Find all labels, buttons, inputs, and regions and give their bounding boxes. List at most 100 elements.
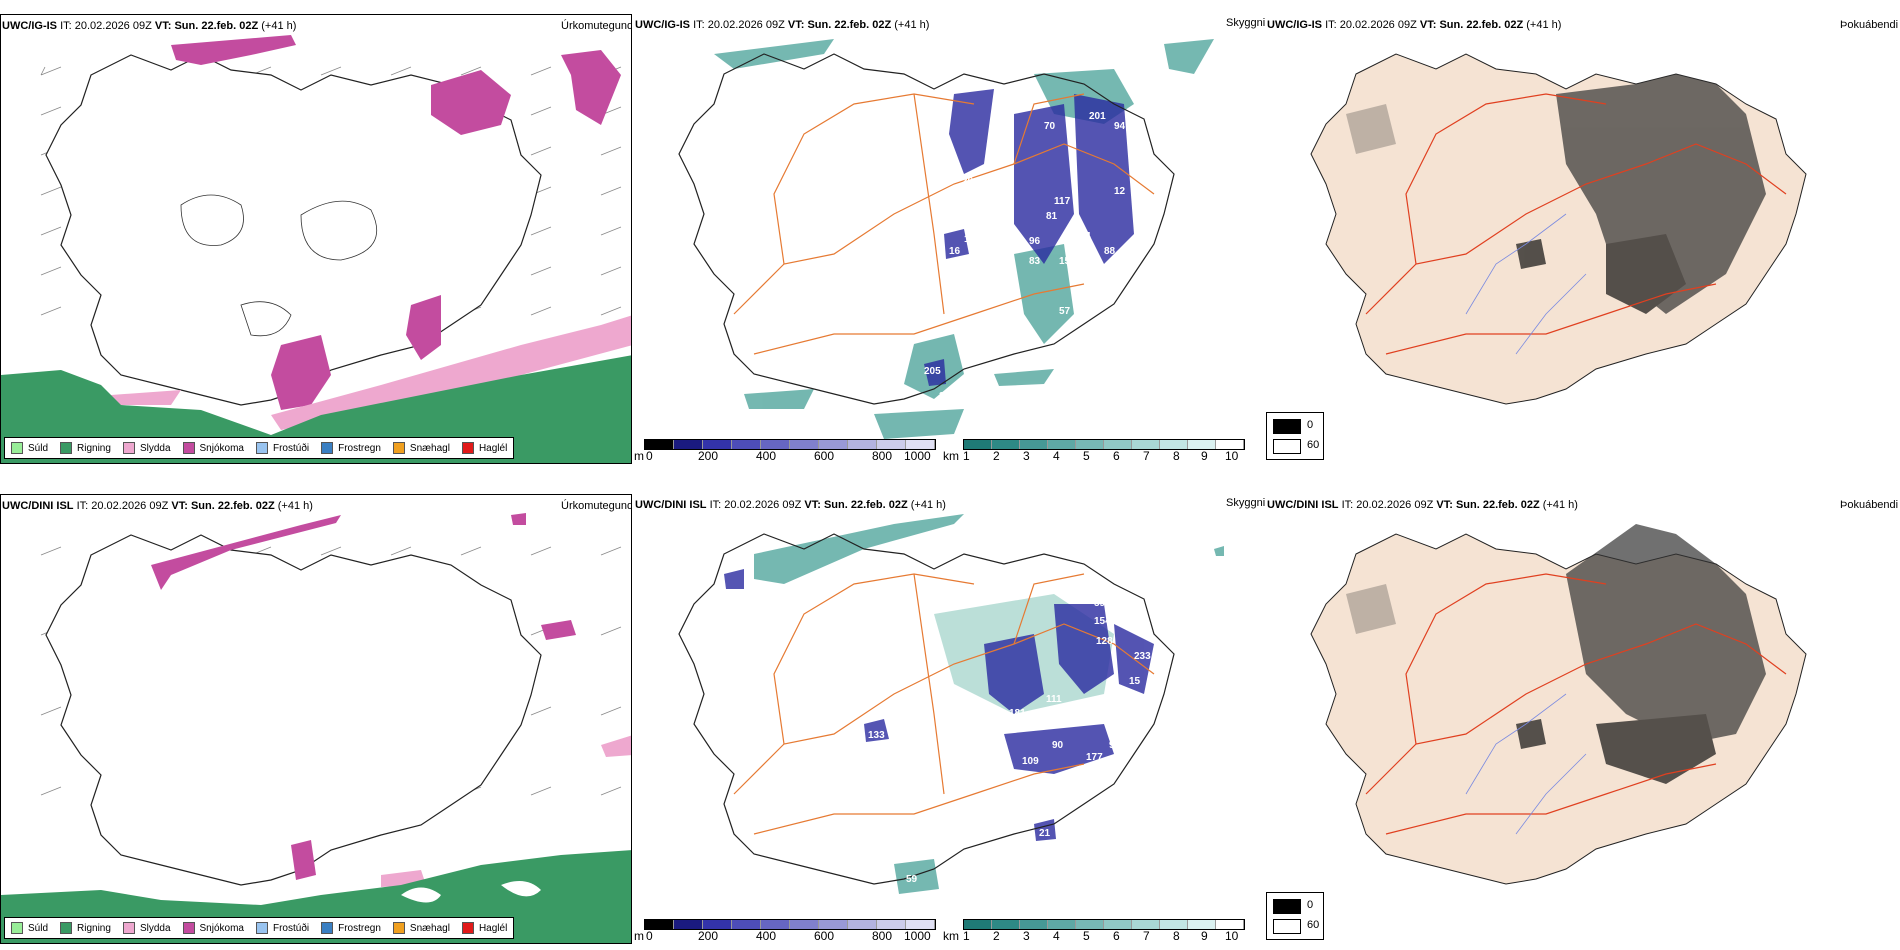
vis-label: 83: [1029, 256, 1041, 267]
legend-item: Slydda: [122, 442, 171, 454]
legend-swatch: [60, 922, 73, 934]
iceland-coastline: [45, 534, 542, 886]
fog-index-panel-dini: UWC/DINI ISL IT: 20.02.2026 09Z VT: Sun.…: [1266, 494, 1900, 944]
rivers: [1465, 213, 1587, 355]
fog-legend: 0 60: [1266, 892, 1324, 940]
legend-item: Súld: [11, 442, 48, 454]
visibility-colorbar: km 1 2 3 4 5 6 7 8 9 10: [943, 917, 1245, 943]
precip-map-ig: [1, 35, 631, 463]
fog-map-dini: [1310, 524, 1807, 885]
vis-label: 181: [1009, 708, 1026, 719]
vis-label: 224: [1074, 231, 1091, 242]
legend-swatch: [461, 442, 474, 454]
precip-map-dini: [1, 513, 631, 943]
legend-swatch: [321, 442, 334, 454]
legend-item: Frostúði: [255, 922, 309, 934]
vis-label: 150: [1059, 256, 1076, 267]
panel-title-fog: Þokuábendi: [1840, 499, 1899, 511]
legend-item: Haglél: [461, 922, 507, 934]
iceland-coastline: [678, 53, 1175, 405]
panel-title-precip: Úrkomutegund: [561, 20, 632, 32]
vis-label: 233: [1134, 651, 1151, 662]
vis-label: 205: [924, 366, 941, 377]
panel-header: UWC/IG-IS IT: 20.02.2026 09Z VT: Sun. 22…: [1267, 19, 1562, 31]
vis-label: 93: [1109, 740, 1121, 751]
visibility-colorbar: km 1 2 3 4 5 6 7 8 9 10: [943, 437, 1245, 463]
legend-item: Snjókoma: [182, 442, 244, 454]
cloudbase-colorbar: m 0 200 400 600 800 1000: [634, 437, 936, 463]
vis-label: 16: [949, 246, 961, 257]
panel-title-fog: Þokuábendi: [1840, 19, 1899, 31]
panel-header: UWC/IG-IS IT: 20.02.2026 09Z VT: Sun. 22…: [635, 19, 930, 31]
panel-title-visibility: Skyggni: [1226, 497, 1266, 509]
vis-label: 88: [1104, 246, 1116, 257]
precip-type-panel-ig: UWC/IG-IS IT: 20.02.2026 09Z VT: Sun. 22…: [0, 14, 632, 464]
legend-swatch: [461, 922, 474, 934]
legend-swatch: [255, 922, 268, 934]
vis-label: 128: [1096, 636, 1113, 647]
vis-label: 133: [868, 730, 885, 741]
vis-label: 201: [1089, 111, 1106, 122]
road-network: [733, 93, 1155, 355]
vis-label: 21: [1039, 828, 1051, 839]
legend-item: Súld: [11, 922, 48, 934]
legend-swatch: [182, 922, 195, 934]
vis-label: 81: [1046, 211, 1058, 222]
vis-label: 59: [1094, 598, 1106, 609]
vis-label: 48: [774, 66, 786, 77]
vis-label: 94: [1114, 121, 1126, 132]
fog-shading: [1346, 524, 1766, 784]
legend-item: Frostregn: [321, 922, 381, 934]
legend-swatch: [122, 922, 135, 934]
vis-label: 59: [906, 874, 918, 885]
legend-item: Rigning: [60, 922, 111, 934]
iceland-coastline: [678, 533, 1175, 885]
vis-label: 57: [1059, 306, 1071, 317]
vis-label: 312: [939, 391, 956, 402]
vis-label: 72: [1114, 722, 1126, 733]
fog-index-panel-ig: UWC/IG-IS IT: 20.02.2026 09Z VT: Sun. 22…: [1266, 14, 1900, 464]
visibility-map-ig: 205 312 16 10 26 70 201 94 81 117 96 83 …: [678, 39, 1214, 439]
precip-legend: Súld Rigning Slydda Snjókoma Frostúði Fr…: [4, 917, 515, 939]
legend-swatch: [255, 442, 268, 454]
fog-roads: [1365, 93, 1787, 355]
vis-label: 12: [1114, 186, 1126, 197]
panel-header: UWC/DINI ISL IT: 20.02.2026 09Z VT: Sun.…: [635, 499, 946, 511]
legend-item: Frostúði: [255, 442, 309, 454]
legend-item: Haglél: [461, 442, 507, 454]
rivers: [1465, 693, 1587, 835]
legend-item: Slydda: [122, 922, 171, 934]
vis-label: 70: [1044, 121, 1056, 132]
visibility-panel-ig: 205 312 16 10 26 70 201 94 81 117 96 83 …: [634, 14, 1266, 464]
legend-item: Snjókoma: [182, 922, 244, 934]
fog-legend: 0 60: [1266, 412, 1324, 460]
vis-label: 177: [1086, 752, 1103, 763]
precip-legend: Súld Rigning Slydda Snjókoma Frostúði Fr…: [4, 437, 515, 459]
vis-label: 111: [1046, 694, 1062, 705]
legend-item: Frostregn: [321, 442, 381, 454]
legend-item: Rigning: [60, 442, 111, 454]
legend-swatch: [11, 922, 23, 934]
vis-label: 109: [1022, 756, 1039, 767]
panel-title-visibility: Skyggni: [1226, 17, 1266, 29]
vis-label: 90: [1052, 740, 1064, 751]
vis-label: 33: [1064, 336, 1076, 347]
panel-header: UWC/IG-IS IT: 20.02.2026 09Z VT: Sun. 22…: [2, 20, 297, 32]
vis-label: 96: [1029, 236, 1041, 247]
vis-label: 10: [964, 234, 976, 245]
visibility-panel-dini: 109 90 177 93 72 72 181 111 154 128 59 2…: [634, 494, 1266, 944]
vis-label: 15: [1129, 676, 1141, 687]
panel-title-precip: Úrkomutegund: [561, 500, 632, 512]
fog-roads: [1365, 573, 1787, 835]
vis-label: 72: [1086, 712, 1098, 723]
panel-header: UWC/DINI ISL IT: 20.02.2026 09Z VT: Sun.…: [2, 500, 313, 512]
legend-swatch: [392, 442, 405, 454]
vis-label: 117: [1054, 196, 1071, 207]
fog-shading: [1346, 74, 1766, 314]
legend-item: Snæhagl: [392, 922, 450, 934]
precip-type-panel-dini: UWC/DINI ISL IT: 20.02.2026 09Z VT: Sun.…: [0, 494, 632, 944]
cloudbase-colorbar: m 0 200 400 600 800 1000: [634, 917, 936, 943]
legend-item: Snæhagl: [392, 442, 450, 454]
legend-swatch: [392, 922, 405, 934]
vis-label: 154: [1094, 616, 1111, 627]
